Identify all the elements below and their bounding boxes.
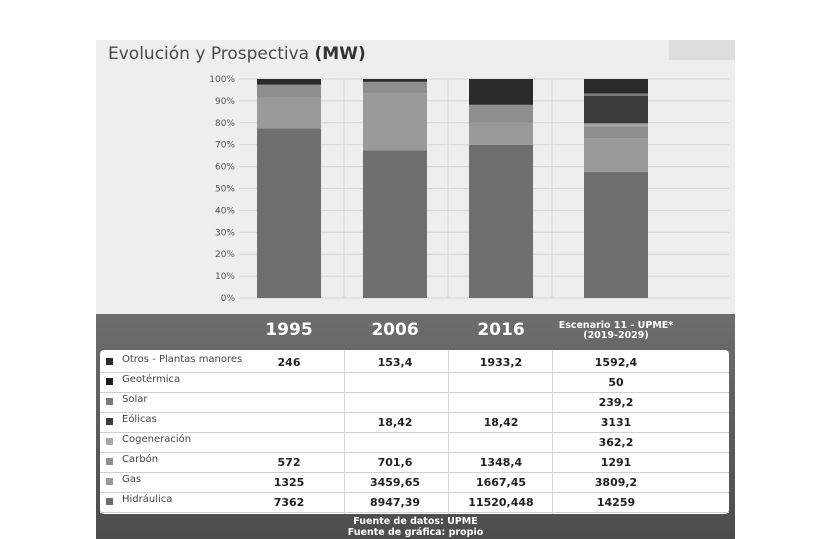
data-cell: 153,4 <box>377 356 413 369</box>
y-tick-label: 60% <box>215 163 235 173</box>
table-column-divider <box>448 350 449 514</box>
series-label: Cogeneración <box>122 434 192 445</box>
stacked-bar-chart: 100% 90% 80% 70% 60% 50% 40% 30% 20% 10% 0% <box>209 75 729 304</box>
column-header: 1995 <box>265 320 313 340</box>
data-cell: 14259 <box>596 496 636 509</box>
series-label: Carbón <box>122 454 159 465</box>
legend-swatch <box>106 458 113 465</box>
bar-segment <box>584 138 648 172</box>
bar-segment <box>469 122 533 145</box>
bar-segment <box>257 97 321 129</box>
table-row: Carbón 572 701,6 1348,4 1291 <box>100 452 729 473</box>
chart-title: Evolución y Prospectiva (MW) <box>108 44 366 64</box>
table-column-divider <box>552 350 553 514</box>
series-label: Gas <box>122 474 142 485</box>
data-cell: 246 <box>277 356 301 369</box>
series-label: Eólicas <box>122 414 157 425</box>
bar-segment <box>584 95 648 124</box>
data-cell: 1933,2 <box>479 356 523 369</box>
data-cell: 7362 <box>273 496 305 509</box>
chart-title-unit: (MW) <box>314 44 366 64</box>
y-tick-label: 40% <box>215 206 235 216</box>
chart-card: 100% 90% 80% 70% 60% 50% 40% 30% 20% 10% 0% Evoluc… <box>96 40 735 539</box>
table-row: Cogeneración 362,2 <box>100 432 729 453</box>
legend-swatch <box>106 418 113 425</box>
y-tick-label: 20% <box>215 250 235 260</box>
corner-decoration <box>669 40 735 60</box>
y-tick-label: 70% <box>215 141 235 151</box>
bar-segment <box>584 126 648 139</box>
legend-swatch <box>106 438 113 445</box>
bar-segment <box>584 171 648 298</box>
data-cell: 11520,448 <box>468 496 534 509</box>
bar-segment <box>584 123 648 127</box>
column-header: Escenario 11 - UPME* (2019-2029) <box>558 320 674 341</box>
data-cell: 362,2 <box>598 436 634 449</box>
data-cell: 1667,45 <box>475 476 527 489</box>
table-row: Eólicas 18,42 18,42 3131 <box>100 412 729 433</box>
table-column-divider <box>344 350 345 514</box>
data-cell: 18,42 <box>483 416 519 429</box>
chart-source: Fuente de gráfica: propio <box>347 527 484 538</box>
data-cell: 3459,65 <box>369 476 421 489</box>
data-cell: 50 <box>608 376 624 389</box>
y-tick-label: 100% <box>209 75 235 85</box>
bar-segment <box>363 81 427 94</box>
table-row: Solar 239,2 <box>100 392 729 413</box>
data-cell: 8947,39 <box>369 496 421 509</box>
y-tick-label: 0% <box>221 294 236 304</box>
chart-source-footer: Fuente de datos: UPME Fuente de gráfica:… <box>96 516 735 538</box>
data-cell: 1592,4 <box>594 356 638 369</box>
data-cell: 1291 <box>600 456 632 469</box>
chart-title-text: Evolución y Prospectiva <box>108 44 315 64</box>
series-label: Solar <box>122 394 148 405</box>
data-cell: 1325 <box>273 476 305 489</box>
y-tick-label: 50% <box>215 185 235 195</box>
legend-swatch <box>106 498 113 505</box>
legend-swatch <box>106 398 113 405</box>
bar-segment <box>469 79 533 105</box>
bar-segment <box>363 93 427 151</box>
table-row: Geotérmica 50 <box>100 372 729 393</box>
bar-segment <box>257 79 321 85</box>
column-header: 2006 <box>371 320 419 340</box>
data-cell: 572 <box>277 456 301 469</box>
y-tick-label: 30% <box>215 228 235 238</box>
data-cell: 1348,4 <box>479 456 523 469</box>
bar-segment <box>469 144 533 298</box>
legend-swatch <box>106 358 113 365</box>
series-label: Hidráulica <box>122 494 173 505</box>
table-row: Gas 1325 3459,65 1667,45 3809,2 <box>100 472 729 493</box>
bar-segment <box>584 93 648 96</box>
bar-segment <box>257 128 321 298</box>
column-header: 2016 <box>477 320 525 340</box>
data-cell: 18,42 <box>377 416 413 429</box>
legend-swatch <box>106 378 113 385</box>
bar-segment <box>363 150 427 298</box>
bar-segment <box>584 79 648 94</box>
data-source: Fuente de datos: UPME <box>353 516 478 527</box>
data-cell: 3809,2 <box>594 476 638 489</box>
legend-swatch <box>106 478 113 485</box>
y-tick-label: 10% <box>215 272 235 282</box>
series-label: Otros - Plantas manores <box>122 354 243 365</box>
data-cell: 3131 <box>600 416 632 429</box>
bar-segment <box>257 84 321 98</box>
data-cell: 239,2 <box>598 396 634 409</box>
bar-segment <box>363 79 427 82</box>
table-row: Hidráulica 7362 8947,39 11520,448 14259 <box>100 492 729 513</box>
data-cell: 701,6 <box>377 456 413 469</box>
y-tick-label: 80% <box>215 119 235 129</box>
table-row: Otros - Plantas manores 246 153,4 1933,2 159… <box>100 352 729 373</box>
y-tick-label: 90% <box>215 97 235 107</box>
bar-segment <box>469 104 533 123</box>
series-label: Geotérmica <box>122 374 181 385</box>
